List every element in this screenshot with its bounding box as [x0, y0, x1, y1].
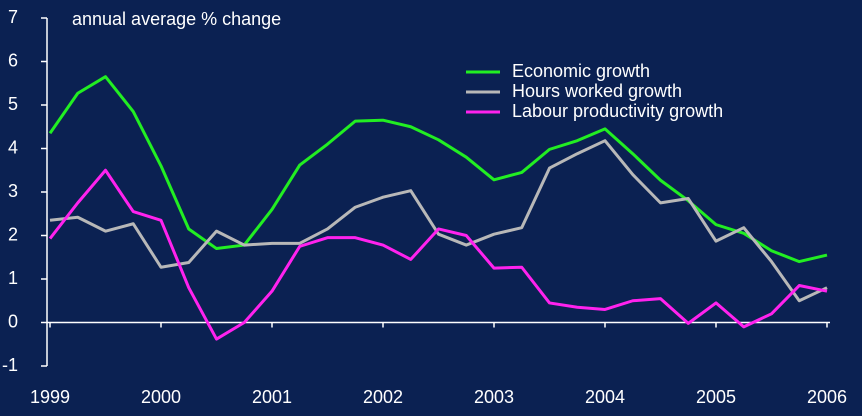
x-tick-label: 2006	[807, 387, 847, 407]
x-tick-label: 2003	[474, 387, 514, 407]
y-tick-label: 7	[8, 7, 18, 27]
y-tick-label: 2	[8, 224, 18, 244]
y-tick-label: 4	[8, 137, 18, 157]
legend-label: Economic growth	[512, 61, 650, 81]
x-tick-label: 2002	[363, 387, 403, 407]
y-tick-label: 0	[8, 311, 18, 331]
x-tick-label: 1999	[30, 387, 70, 407]
y-tick-label: 5	[8, 94, 18, 114]
x-tick-label: 2004	[585, 387, 625, 407]
line-series	[48, 75, 828, 264]
y-tick-label: 1	[8, 268, 18, 288]
x-tick-label: 2000	[141, 387, 181, 407]
y-tick-label: 3	[8, 181, 18, 201]
line-series	[48, 168, 828, 341]
legend-label: Labour productivity growth	[512, 101, 723, 121]
legend-label: Hours worked growth	[512, 81, 682, 101]
x-tick-label: 2001	[252, 387, 292, 407]
y-axis-label: annual average % change	[72, 9, 281, 29]
y-tick-label: 6	[8, 50, 18, 70]
y-tick-label: -1	[2, 355, 18, 375]
x-tick-label: 2005	[696, 387, 736, 407]
